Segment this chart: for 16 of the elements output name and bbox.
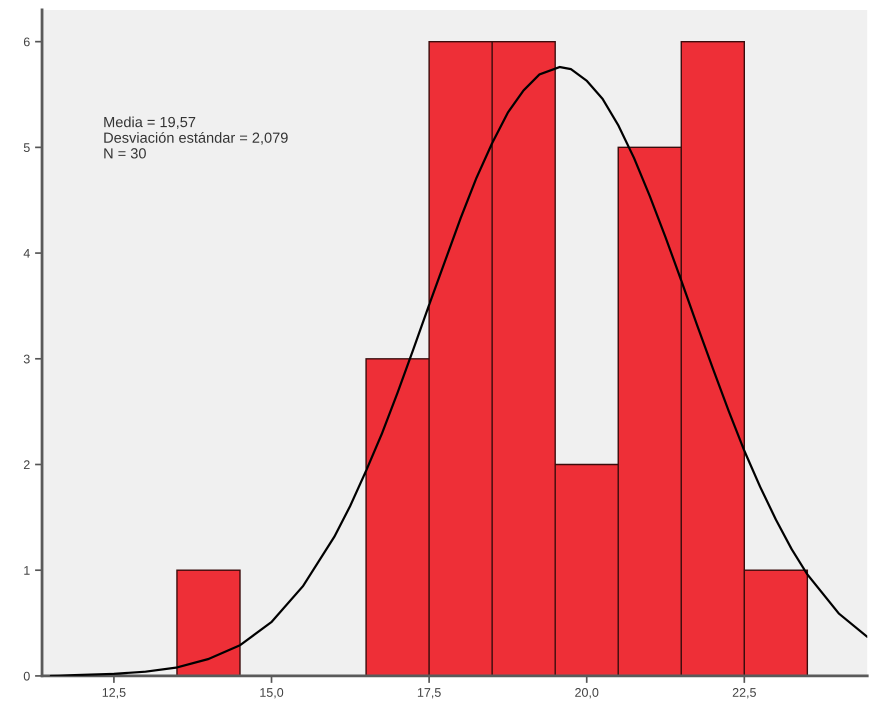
x-tick-label: 15,0	[260, 688, 284, 698]
annotation: N = 30	[104, 148, 146, 159]
annotation: Desviación estándar = 2,079	[104, 132, 288, 145]
x-tick-label: 20,0	[575, 688, 598, 698]
y-tick-label: 2	[24, 460, 30, 470]
y-tick-label: 5	[24, 143, 30, 152]
y-tick-label: 3	[24, 354, 30, 364]
x-tick-label: 22,5	[732, 688, 756, 698]
y-tick-label: 4	[24, 249, 30, 258]
y-tick-label: 1	[24, 566, 30, 575]
annotation: Media = 19,57	[104, 116, 196, 129]
x-tick-label: 17,5	[418, 688, 441, 698]
y-tick-label: 6	[24, 37, 30, 46]
y-tick-label: 0	[24, 672, 30, 681]
line-series	[50, 66, 868, 676]
x-tick-label: 12,5	[102, 688, 126, 698]
